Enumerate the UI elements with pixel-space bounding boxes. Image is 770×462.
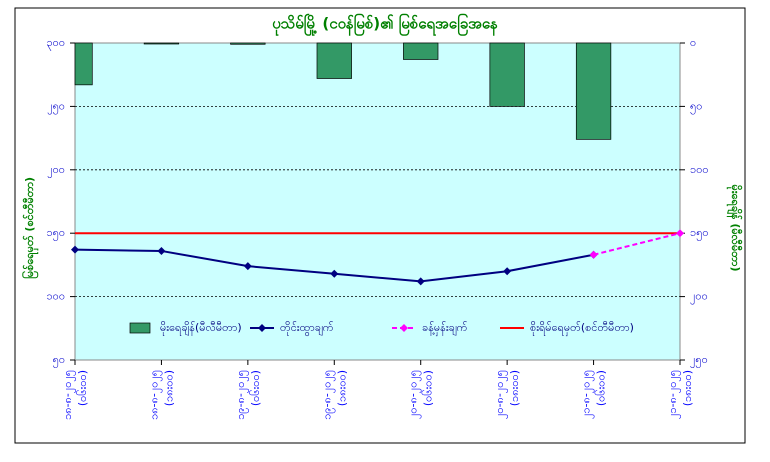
- bar: [143, 42, 180, 45]
- x-tick-label: (၀၆း၀၀): [595, 370, 608, 406]
- legend-swatch: [258, 324, 266, 332]
- x-tick-label: ၁၈-၈-၂၀၂၅: [147, 370, 162, 420]
- x-tick-label: ၁၉-၈-၂၀၂၅: [320, 370, 335, 420]
- point: [676, 229, 684, 238]
- point: [330, 269, 339, 278]
- y2-tick-label: ၅၀: [690, 99, 702, 114]
- legend-swatch: [400, 324, 408, 332]
- y2-tick-label: ၀: [690, 36, 696, 49]
- x-tick-label: (၁၈း၀၀): [508, 370, 521, 406]
- point: [243, 262, 252, 271]
- point: [416, 277, 425, 286]
- legend-label: တိုင်းထွာချက်: [280, 321, 334, 336]
- bar: [74, 42, 93, 86]
- bar: [316, 42, 352, 79]
- y-tick-label: ၁၅၀: [46, 226, 65, 241]
- x-tick-label: (၀၆း၀၀): [76, 370, 89, 406]
- line: [593, 232, 681, 256]
- y-tick-label: ၂၀၀: [47, 163, 65, 178]
- y-tick-label: ၁၀၀: [46, 290, 65, 303]
- point: [503, 267, 512, 276]
- x-tick-label: ၂၀-၈-၂၀၂၅: [493, 370, 508, 419]
- x-tick-label: ၁၈-၈-၂၀၂၅: [61, 370, 76, 420]
- y-tick-label: ၃၀၀: [46, 36, 65, 51]
- y2-axis-label: မိုးရေချိန် (မီလီမီတာ): [726, 185, 743, 272]
- y-tick-label: ၅၀: [53, 353, 65, 368]
- x-tick-label: (၁၈း၀၀): [681, 370, 694, 406]
- bar: [489, 42, 525, 107]
- x-tick-label: (၀၆း၀၀): [249, 370, 262, 406]
- x-tick-label: ၂၁-၈-၂၀၂၅: [580, 370, 595, 419]
- bar: [403, 42, 439, 60]
- point: [589, 250, 598, 259]
- y2-tick-label: ၂၅၀: [690, 353, 708, 368]
- x-tick-label: ၂၁-၈-၂၀၂၅: [666, 370, 681, 419]
- y2-tick-label: ၁၀၀: [690, 163, 709, 176]
- y2-tick-label: ၁၅၀: [690, 226, 709, 241]
- x-tick-label: (၁၈း၀၀): [162, 370, 175, 406]
- x-tick-label: ၂၀-၈-၂၀၂၅: [407, 370, 422, 419]
- x-tick-label: (၀၆း၀၀): [422, 370, 435, 406]
- point: [71, 245, 79, 254]
- bar: [230, 42, 266, 45]
- point: [157, 246, 166, 255]
- y-tick-label: ၂၅၀: [47, 99, 65, 114]
- legend-swatch: [129, 322, 151, 334]
- legend-label: မိုးရေချိန်(မီလီမီတာ): [160, 321, 242, 336]
- bar: [575, 42, 612, 140]
- x-tick-label: ၁၉-၈-၂၀၂၅: [234, 370, 249, 420]
- legend-label: စိုးရိမ်ရေမှတ်(စင်တီမီတာ): [530, 321, 634, 336]
- x-tick-label: (၁၈း၀၀): [335, 370, 348, 406]
- y2-tick-label: ၂၀၀: [690, 290, 708, 305]
- y-axis-label: မြစ်ရေမှတ် (စင်တီမီတာ): [21, 177, 39, 279]
- legend-label: ခန့်မှန်းချက်: [422, 321, 468, 336]
